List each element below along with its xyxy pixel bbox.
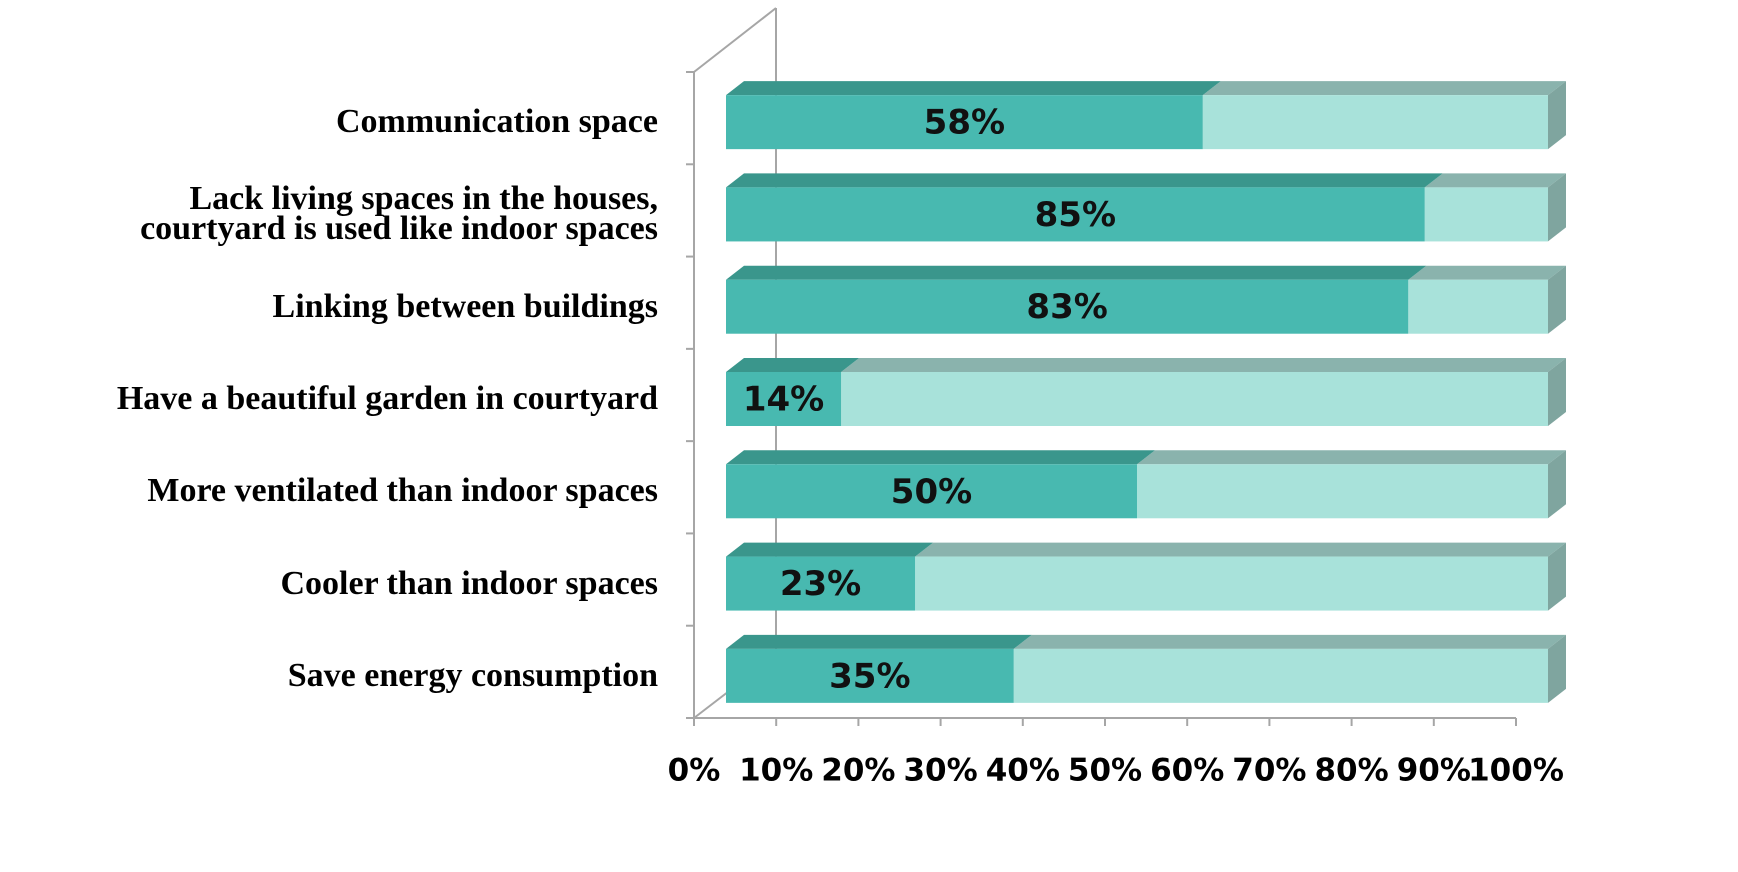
bar-side xyxy=(1548,450,1566,519)
x-tick-label: 40% xyxy=(986,753,1060,789)
x-tick-label: 90% xyxy=(1397,753,1471,789)
bar xyxy=(726,95,1203,150)
category-label: More ventilated than indoor spaces xyxy=(147,472,658,510)
bar xyxy=(915,556,1548,611)
x-tick-label: 30% xyxy=(903,753,977,789)
x-tick-label: 60% xyxy=(1150,753,1224,789)
value-label: 35% xyxy=(829,656,910,696)
x-tick-label: 10% xyxy=(739,753,813,789)
x-tick-label: 20% xyxy=(821,753,895,789)
bar xyxy=(841,372,1548,426)
category-label: Communication space xyxy=(335,103,658,141)
bar-top xyxy=(1202,81,1566,96)
value-label: 14% xyxy=(743,380,824,420)
value-label: 83% xyxy=(1026,287,1107,327)
value-label: 23% xyxy=(780,564,861,604)
bar-top xyxy=(726,542,934,557)
bar-side xyxy=(1548,265,1566,334)
x-tick-label: 100% xyxy=(1468,753,1564,789)
category-label: Linking between buildings xyxy=(272,287,658,325)
bar-side xyxy=(1548,358,1566,426)
bar xyxy=(1408,279,1548,334)
bar-top xyxy=(1408,265,1566,280)
bar-side xyxy=(1548,542,1566,611)
bar-side xyxy=(1548,173,1566,242)
bar xyxy=(726,556,916,611)
category-label: Save energy consumption xyxy=(287,656,658,694)
bar-top xyxy=(1424,173,1566,188)
bar-top xyxy=(915,542,1566,557)
bar-top xyxy=(726,450,1155,465)
bar-top xyxy=(841,358,1566,372)
x-tick-label: 80% xyxy=(1314,753,1388,789)
bar xyxy=(1424,187,1548,242)
bar-top xyxy=(1013,634,1566,649)
bar xyxy=(726,187,1425,242)
category-label: Have a beautiful garden in courtyard xyxy=(116,380,658,417)
bar xyxy=(726,464,1137,519)
value-label: 85% xyxy=(1035,195,1116,235)
bar-side xyxy=(1548,81,1566,150)
x-tick-label: 50% xyxy=(1068,753,1142,789)
x-tick-label: 70% xyxy=(1232,753,1306,789)
category-label: Cooler than indoor spaces xyxy=(280,564,658,602)
bar xyxy=(1137,464,1548,519)
bar-top xyxy=(726,634,1032,649)
bar xyxy=(726,279,1409,334)
bar-top xyxy=(726,265,1427,280)
bar xyxy=(1013,648,1548,703)
bar-top xyxy=(1137,450,1566,465)
bar-top xyxy=(726,81,1221,96)
value-label: 50% xyxy=(891,472,972,512)
bar xyxy=(726,372,842,426)
category-label: Lack living spaces in the houses, courty… xyxy=(140,180,658,248)
bar-top xyxy=(726,173,1443,188)
bar-top xyxy=(726,358,860,372)
value-label: 58% xyxy=(924,103,1005,143)
x-tick-label: 0% xyxy=(668,753,721,789)
bar xyxy=(726,648,1014,703)
bar xyxy=(1202,95,1548,150)
bar-side xyxy=(1548,634,1566,703)
